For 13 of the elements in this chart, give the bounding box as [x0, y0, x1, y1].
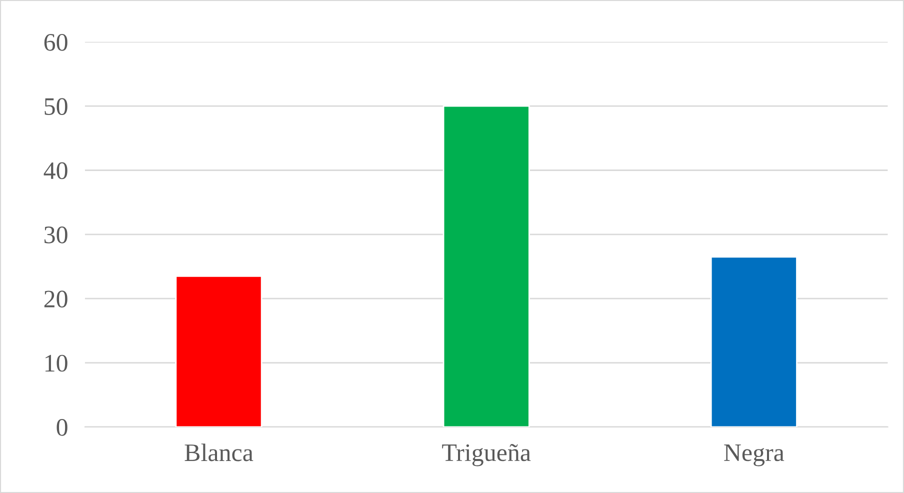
- y-tick-label: 60: [44, 34, 68, 51]
- y-tick-label: 10: [46, 354, 68, 372]
- x-tick-label: Trigueña: [442, 444, 531, 466]
- y-tick-label: 0: [56, 418, 68, 436]
- x-tick-label: Blanca: [184, 444, 254, 462]
- y-tick-label: 40: [44, 162, 68, 180]
- y-tick-label: 20: [44, 290, 68, 308]
- bar: [442, 105, 530, 427]
- bar: [710, 256, 798, 427]
- bar: [175, 275, 262, 427]
- x-tick-label: Negra: [724, 444, 784, 466]
- y-tick-label: 30: [44, 226, 68, 244]
- y-tick-label: 50: [44, 98, 68, 115]
